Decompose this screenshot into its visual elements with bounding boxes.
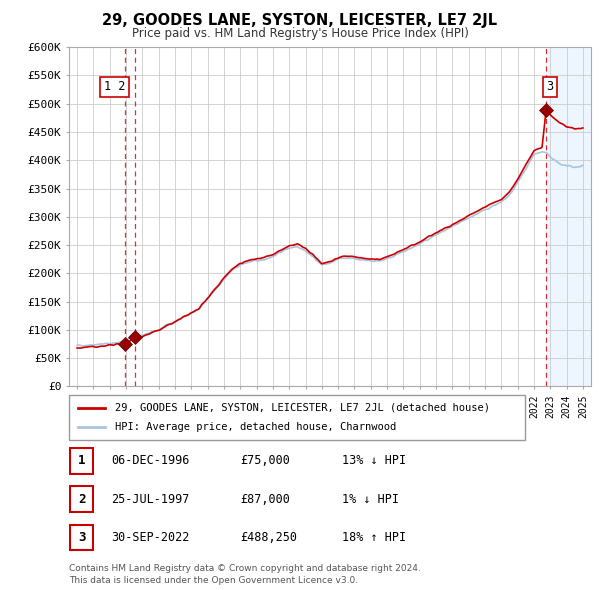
Text: 1: 1 bbox=[78, 454, 85, 467]
Bar bbox=[546, 47, 591, 386]
FancyBboxPatch shape bbox=[70, 448, 93, 474]
Text: Price paid vs. HM Land Registry's House Price Index (HPI): Price paid vs. HM Land Registry's House … bbox=[131, 27, 469, 40]
Text: 29, GOODES LANE, SYSTON, LEICESTER, LE7 2JL: 29, GOODES LANE, SYSTON, LEICESTER, LE7 … bbox=[103, 13, 497, 28]
Text: 2: 2 bbox=[78, 493, 85, 506]
Text: 3: 3 bbox=[78, 531, 85, 544]
Text: 06-DEC-1996: 06-DEC-1996 bbox=[111, 454, 190, 467]
Text: Contains HM Land Registry data © Crown copyright and database right 2024.
This d: Contains HM Land Registry data © Crown c… bbox=[69, 565, 421, 585]
Text: 30-SEP-2022: 30-SEP-2022 bbox=[111, 531, 190, 544]
Text: 3: 3 bbox=[547, 80, 554, 93]
FancyBboxPatch shape bbox=[70, 525, 93, 550]
Text: 18% ↑ HPI: 18% ↑ HPI bbox=[342, 531, 406, 544]
Text: £488,250: £488,250 bbox=[240, 531, 297, 544]
Text: £87,000: £87,000 bbox=[240, 493, 290, 506]
Text: 1% ↓ HPI: 1% ↓ HPI bbox=[342, 493, 399, 506]
Text: HPI: Average price, detached house, Charnwood: HPI: Average price, detached house, Char… bbox=[115, 422, 396, 432]
Text: 13% ↓ HPI: 13% ↓ HPI bbox=[342, 454, 406, 467]
Text: 1 2: 1 2 bbox=[104, 80, 125, 93]
Text: 29, GOODES LANE, SYSTON, LEICESTER, LE7 2JL (detached house): 29, GOODES LANE, SYSTON, LEICESTER, LE7 … bbox=[115, 403, 490, 412]
Text: £75,000: £75,000 bbox=[240, 454, 290, 467]
FancyBboxPatch shape bbox=[70, 486, 93, 512]
Text: 25-JUL-1997: 25-JUL-1997 bbox=[111, 493, 190, 506]
FancyBboxPatch shape bbox=[69, 395, 525, 440]
